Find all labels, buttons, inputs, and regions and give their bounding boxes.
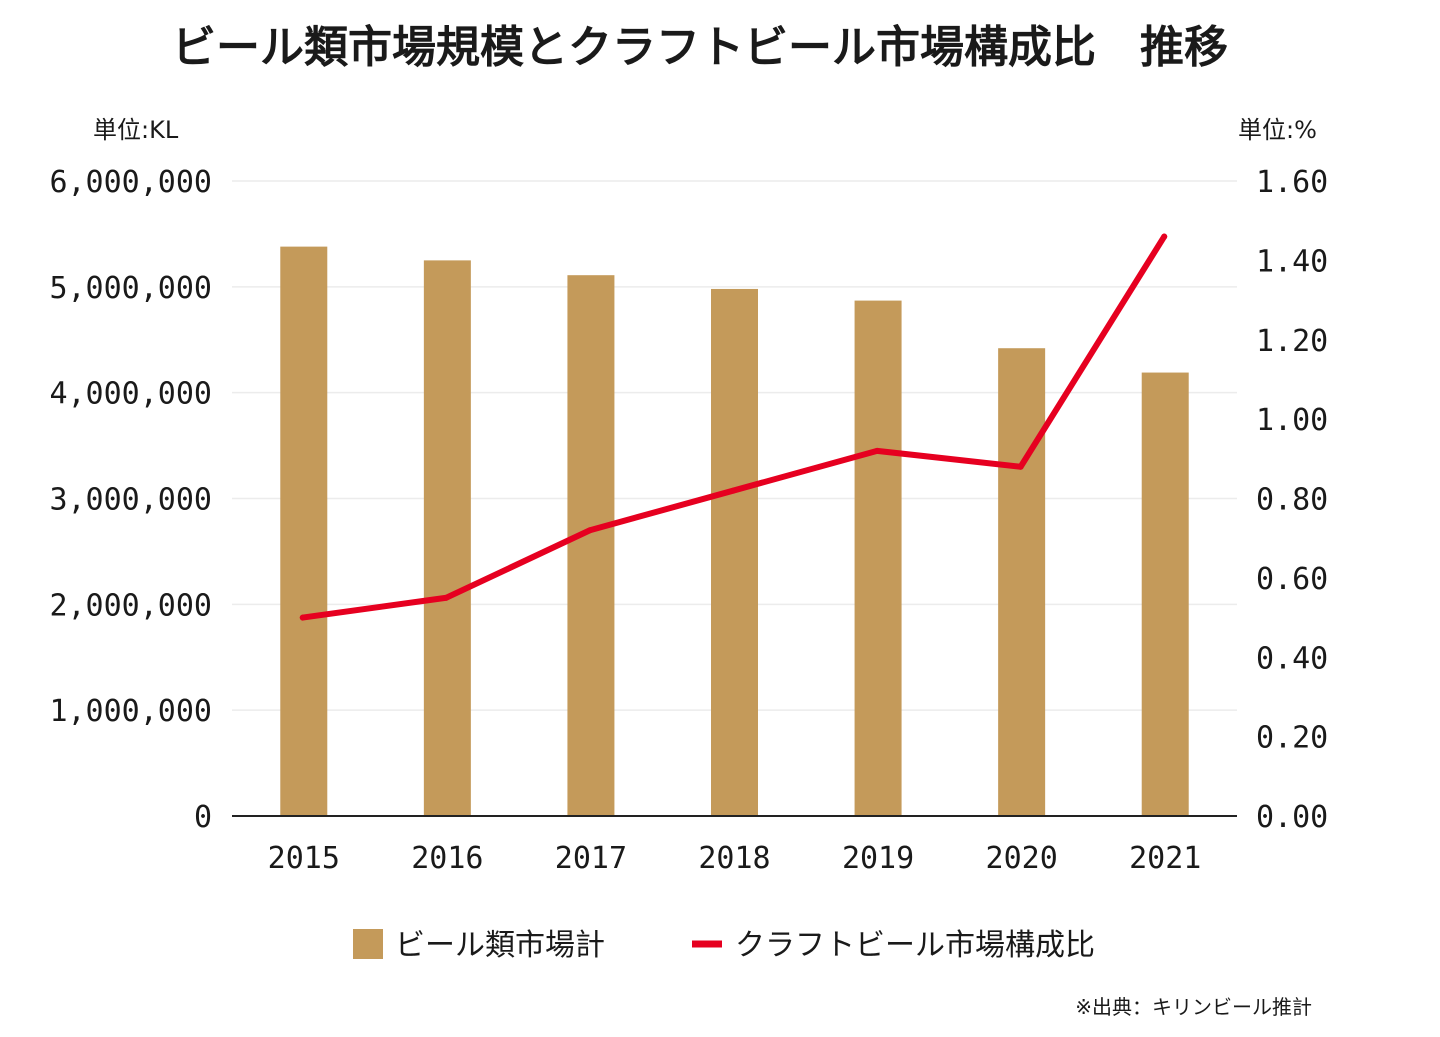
right-axis-ticks: 0.00 0.20 0.40 0.60 0.80 1.00 1.20 1.40 1.60 bbox=[1256, 165, 1328, 835]
right-tick-label: 0.20 bbox=[1256, 721, 1328, 756]
bar bbox=[998, 348, 1046, 816]
left-axis-unit: 単位:KL bbox=[93, 116, 179, 144]
right-tick-label: 1.40 bbox=[1256, 244, 1328, 279]
x-tick-label: 2018 bbox=[698, 841, 770, 876]
x-tick-label: 2020 bbox=[986, 841, 1058, 876]
legend-label-bar: ビール類市場計 bbox=[395, 928, 605, 963]
right-tick-label: 0.60 bbox=[1256, 562, 1328, 597]
right-axis-unit: 単位:% bbox=[1238, 116, 1317, 144]
right-tick-label: 1.20 bbox=[1256, 324, 1328, 359]
right-tick-label: 0.80 bbox=[1256, 483, 1328, 518]
left-tick-label: 3,000,000 bbox=[49, 483, 212, 518]
bar bbox=[711, 288, 758, 816]
left-tick-label: 5,000,000 bbox=[49, 271, 212, 306]
line-point bbox=[1017, 463, 1024, 470]
line-point bbox=[874, 447, 881, 454]
line-point bbox=[730, 487, 737, 494]
chart-title: ビール類市場規模とクラフトビール市場構成比 推移 bbox=[172, 22, 1228, 73]
x-tick-label: 2016 bbox=[411, 841, 483, 876]
left-tick-label: 0 bbox=[194, 800, 212, 835]
bar bbox=[423, 260, 471, 816]
line-point bbox=[299, 614, 306, 621]
bar bbox=[1141, 372, 1189, 816]
right-tick-label: 1.00 bbox=[1256, 403, 1328, 438]
left-tick-label: 4,000,000 bbox=[49, 377, 212, 412]
legend-swatch-bar bbox=[353, 929, 383, 959]
right-tick-label: 1.60 bbox=[1256, 165, 1328, 200]
source-note: ※出典：キリンビール推計 bbox=[1075, 995, 1312, 1019]
bar-series bbox=[280, 246, 1189, 817]
x-tick-label: 2019 bbox=[842, 841, 914, 876]
x-axis-ticks: 2015 2016 2017 2018 2019 2020 2021 bbox=[268, 841, 1202, 876]
x-tick-label: 2021 bbox=[1129, 841, 1201, 876]
legend-label-line: クラフトビール市場構成比 bbox=[735, 928, 1095, 963]
left-tick-label: 6,000,000 bbox=[49, 165, 212, 200]
left-tick-label: 1,000,000 bbox=[49, 694, 212, 729]
x-tick-label: 2015 bbox=[268, 841, 340, 876]
bar bbox=[854, 300, 902, 816]
left-tick-label: 2,000,000 bbox=[49, 588, 212, 623]
bar bbox=[567, 275, 615, 817]
bar bbox=[280, 246, 328, 816]
left-axis-ticks: 0 1,000,000 2,000,000 3,000,000 4,000,000 5,0… bbox=[49, 165, 212, 835]
right-tick-label: 0.40 bbox=[1256, 641, 1328, 676]
right-tick-label: 0.00 bbox=[1256, 800, 1328, 835]
line-series bbox=[299, 233, 1168, 621]
line-point bbox=[443, 594, 450, 601]
line-point bbox=[1161, 233, 1168, 240]
legend: ビール類市場計 クラフトビール市場構成比 bbox=[353, 928, 1095, 963]
x-tick-label: 2017 bbox=[555, 841, 627, 876]
line-point bbox=[586, 527, 593, 534]
